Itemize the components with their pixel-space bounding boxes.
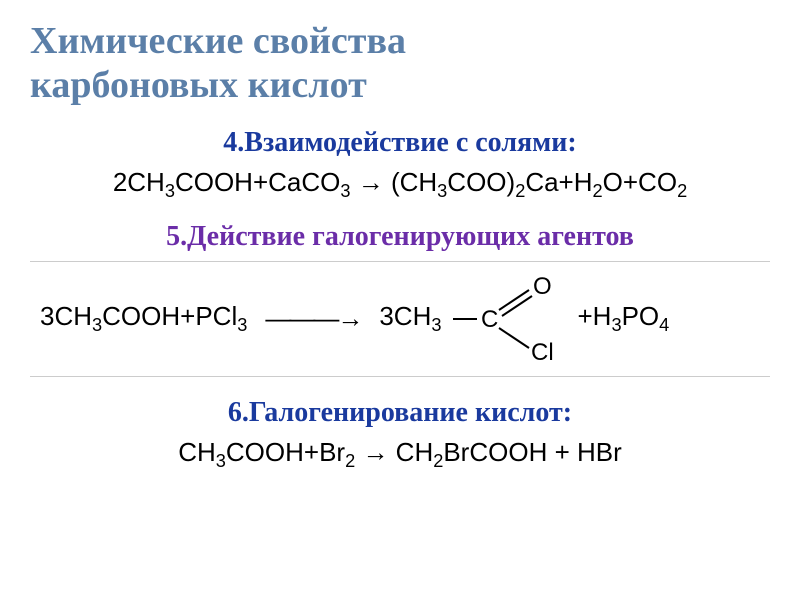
section-5-heading: 5.Действие галогенирующих агентов — [30, 221, 770, 253]
reaction-arrow-icon: ———→ — [265, 303, 361, 334]
carbon-label: C — [481, 306, 498, 333]
title-line-2: карбоновых кислот — [30, 64, 770, 108]
section-6-heading: 6.Галогенирование кислот: — [30, 397, 770, 429]
slide-title: Химические свойства карбоновых кислот — [30, 20, 770, 107]
section-4-heading: 4.Взаимодействие с солями: — [30, 127, 770, 159]
acyl-chloride-structure: C O Cl — [449, 276, 559, 362]
product-group: 3CH3 C O Cl +H3PO4 — [379, 276, 669, 362]
section-6-equation: CH3COOH+Br2 → CH2BrCOOH + HBr — [30, 437, 770, 472]
chlorine-label: Cl — [531, 339, 554, 362]
product-prefix: 3CH3 — [379, 301, 441, 336]
section-5-reaction: 3CH3COOH+PCl3 ———→ 3CH3 C O Cl +H3PO4 — [30, 261, 770, 377]
product-tail: +H3PO4 — [577, 301, 669, 336]
oxygen-label: O — [533, 276, 552, 300]
title-line-1: Химические свойства — [30, 20, 770, 64]
reactant-formula: 3CH3COOH+PCl3 — [40, 301, 247, 336]
section-4-equation: 2CH3COOH+CaCO3 → (CH3COO)2Ca+H2O+CO2 — [30, 167, 770, 202]
